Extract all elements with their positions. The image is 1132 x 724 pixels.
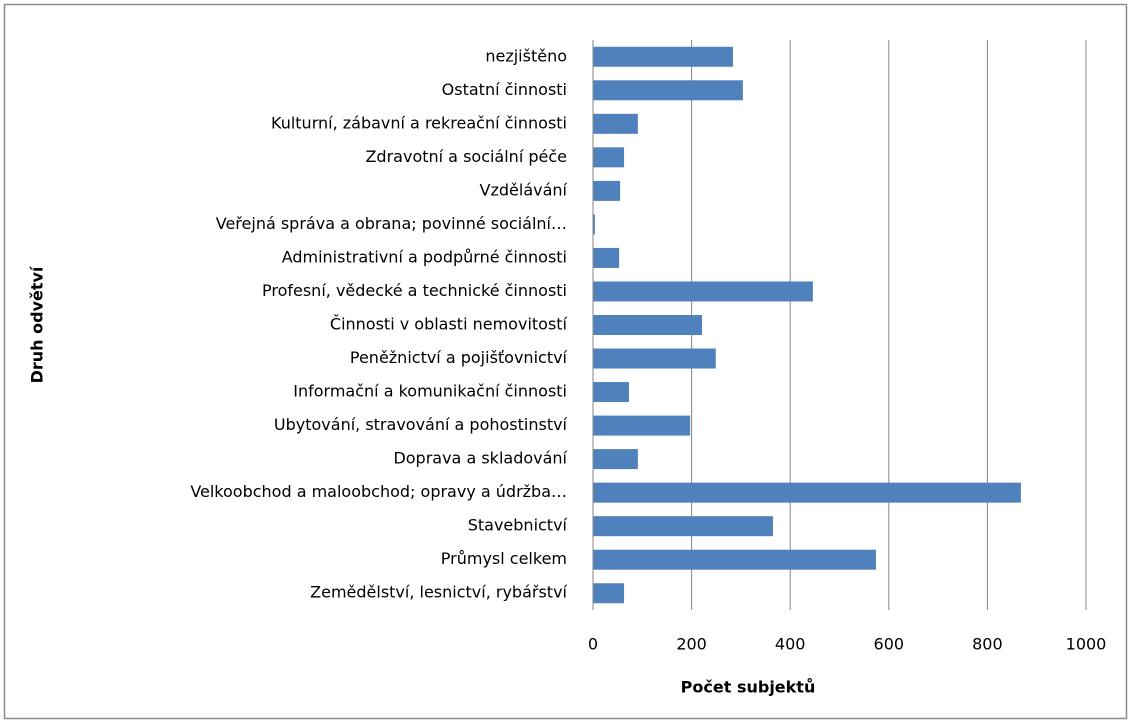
y-tick-label: Vzdělávání bbox=[480, 180, 568, 199]
x-tick-label: 800 bbox=[972, 635, 1003, 654]
x-tick-label: 600 bbox=[874, 635, 905, 654]
y-tick-label: Kulturní, zábavní a rekreační činnosti bbox=[271, 113, 567, 132]
y-tick-label: Velkoobchod a maloobchod; opravy a údržb… bbox=[190, 482, 567, 501]
y-tick-label: Administrativní a podpůrné činnosti bbox=[282, 247, 567, 266]
y-tick-label: Ostatní činnosti bbox=[442, 80, 567, 99]
bar bbox=[593, 247, 620, 268]
bar bbox=[593, 147, 625, 168]
chart-border bbox=[3, 3, 1128, 720]
y-tick-label: Průmysl celkem bbox=[441, 549, 567, 568]
bar bbox=[593, 46, 734, 67]
y-tick-label: Činnosti v oblasti nemovitostí bbox=[330, 315, 568, 334]
bar bbox=[593, 583, 625, 604]
y-axis-title: Druh odvětví bbox=[28, 265, 47, 383]
y-tick-label: Peněžnictví a pojišťovnictví bbox=[350, 348, 568, 367]
y-tick-label: Doprava a skladování bbox=[393, 449, 567, 468]
bar bbox=[593, 180, 621, 201]
x-tick-label: 1000 bbox=[1066, 635, 1107, 654]
bar bbox=[593, 113, 638, 134]
y-tick-label: Stavebnictví bbox=[468, 516, 568, 535]
bar bbox=[593, 482, 1021, 503]
y-tick-label: nezjištěno bbox=[485, 46, 567, 65]
bar bbox=[593, 449, 638, 470]
bar bbox=[593, 80, 743, 101]
y-tick-label: Zemědělství, lesnictví, rybářství bbox=[310, 583, 567, 602]
x-tick-label: 200 bbox=[676, 635, 707, 654]
bar bbox=[593, 415, 691, 436]
bar bbox=[593, 348, 716, 369]
y-tick-label: Veřejná správa a obrana; povinné sociáln… bbox=[216, 214, 567, 233]
y-tick-label: Zdravotní a sociální péče bbox=[365, 147, 567, 166]
bar bbox=[593, 549, 876, 570]
bar bbox=[593, 214, 595, 235]
y-tick-label: Ubytování, stravování a pohostinství bbox=[274, 415, 568, 434]
bar bbox=[593, 516, 773, 537]
y-tick-label: Profesní, vědecké a technické činnosti bbox=[262, 281, 567, 300]
x-axis-title: Počet subjektů bbox=[681, 678, 816, 697]
x-tick-label: 0 bbox=[588, 635, 598, 654]
bar bbox=[593, 315, 702, 335]
x-tick-label: 400 bbox=[775, 635, 806, 654]
y-tick-label: Informační a komunikační činnosti bbox=[293, 382, 567, 401]
bar bbox=[593, 281, 813, 302]
bar bbox=[593, 382, 629, 403]
